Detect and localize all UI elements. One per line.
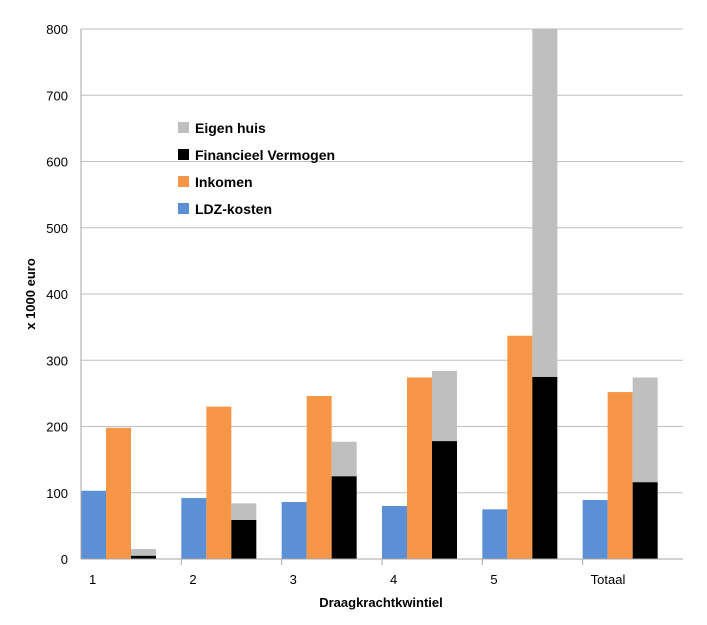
bar-financieel-vermogen-5: [532, 376, 558, 559]
legend-swatch: [178, 149, 189, 160]
bar-financieel-vermogen-4: [432, 441, 457, 559]
bar-financieel-vermogen-1: [131, 555, 156, 559]
legend-label: Financieel Vermogen: [195, 147, 335, 163]
y-tick-labels: 0 100 200 300 400 500 600 700 800: [46, 22, 68, 567]
bars: [81, 29, 658, 559]
x-tick-label: Totaal: [591, 572, 626, 587]
legend-swatch: [178, 203, 189, 214]
x-tick-label: 4: [390, 572, 397, 587]
x-tick-label: 1: [89, 572, 96, 587]
y-tick-label: 400: [46, 287, 68, 302]
y-tick-label: 700: [46, 88, 68, 103]
bar-financieel-vermogen-3: [331, 476, 357, 559]
bar-ldz-kosten-5: [482, 509, 508, 559]
y-tick-label: 300: [46, 353, 68, 368]
bar-inkomen-2: [206, 406, 232, 559]
bar-eigen-huis-totaal: [632, 377, 658, 483]
y-tick-label: 200: [46, 420, 68, 435]
y-tick-label: 500: [46, 221, 68, 236]
bar-ldz-kosten-3: [281, 502, 307, 559]
bar-inkomen-1: [106, 427, 131, 559]
bar-financieel-vermogen-2: [231, 519, 257, 559]
legend-label: Inkomen: [195, 174, 253, 190]
y-tick-label: 0: [61, 552, 68, 567]
legend-swatch: [178, 122, 189, 133]
legend-label: LDZ-kosten: [195, 201, 272, 217]
y-axis-title: x 1000 euro: [23, 258, 38, 330]
y-tick-label: 100: [46, 486, 68, 501]
bar-eigen-huis-3: [331, 441, 357, 477]
axes: [80, 29, 683, 565]
bar-inkomen-4: [407, 377, 432, 559]
x-tick-label: 2: [189, 572, 196, 587]
bar-financieel-vermogen-totaal: [632, 482, 658, 559]
bar-eigen-huis-1: [131, 549, 156, 556]
bar-ldz-kosten-4: [382, 506, 407, 559]
y-tick-label: 600: [46, 155, 68, 170]
x-axis-title: Draagkrachtkwintiel: [319, 595, 443, 610]
bar-inkomen-5: [507, 335, 533, 559]
bar-inkomen-totaal: [607, 392, 633, 559]
x-tick-label: 3: [290, 572, 297, 587]
legend-swatch: [178, 176, 189, 187]
x-tick-label: 5: [490, 572, 497, 587]
bar-ldz-kosten-2: [181, 498, 207, 559]
legend: Eigen huis Financieel Vermogen Inkomen LDZ-…: [178, 120, 335, 217]
bar-ldz-kosten-totaal: [582, 500, 608, 559]
bar-eigen-huis-4: [432, 370, 457, 442]
x-tick-labels: 1 2 3 4 5 Totaal: [89, 572, 625, 587]
y-tick-label: 800: [46, 22, 68, 37]
bar-inkomen-3: [306, 396, 332, 559]
bar-ldz-kosten-1: [81, 490, 106, 559]
legend-label: Eigen huis: [195, 120, 266, 136]
bar-eigen-huis-2: [231, 503, 257, 520]
bar-eigen-huis-5: [532, 29, 558, 377]
gridlines: [81, 28, 683, 494]
